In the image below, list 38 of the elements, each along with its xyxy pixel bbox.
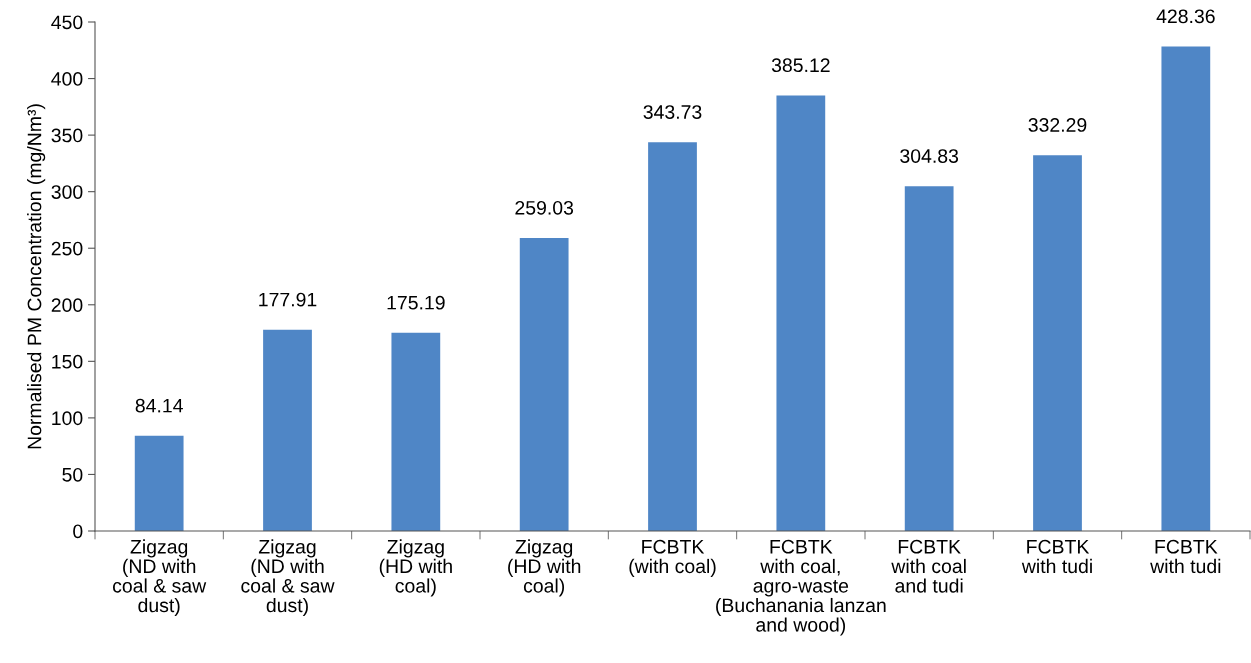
x-tick-label: FCBTK with tudi [1021,539,1092,574]
y-tick-label: 100 [52,411,83,426]
bar [263,329,312,531]
bar [648,142,697,531]
data-label: 259.03 [515,200,574,215]
y-tick-label: 300 [51,185,83,199]
bar [904,186,954,531]
y-tick-label: 250 [51,241,83,256]
x-tick-label: FCBTK with coal, agro-waste (Buchanania lanzan and wood) [716,539,886,636]
x-tick-label: Zigzag (HD with coal) [379,539,452,597]
y-tick-label: 200 [51,298,83,313]
y-tick-label: 400 [51,72,83,86]
bar [1161,46,1211,531]
data-label: 428.36 [1156,9,1215,24]
y-tick-label: 350 [51,128,83,143]
y-tick-label: 150 [52,354,83,369]
bar [1033,155,1082,531]
data-label: 177.91 [259,292,317,307]
y-tick-label: 0 [73,524,83,539]
x-tick-label: Zigzag (HD with coal) [508,539,581,597]
x-tick-label: Zigzag (ND with coal & saw dust) [241,539,335,617]
data-label: 304.83 [900,149,959,163]
data-label: 343.73 [643,105,702,119]
data-label: 332.29 [1028,118,1087,132]
data-label: 385.12 [771,58,830,73]
x-tick-label: FCBTK with coal and tudi [891,539,966,593]
x-tick-label: FCBTK (with coal) [629,539,716,577]
data-label: 84.14 [135,398,183,413]
y-tick-label: 450 [51,15,83,30]
bar [391,332,441,531]
x-tick-label: FCBTK with tudi [1150,539,1221,574]
bar [776,95,826,531]
y-tick-label: 50 [62,467,83,482]
bar [519,238,569,531]
x-tick-label: Zigzag (ND with coal & saw dust) [112,539,207,617]
bar [134,435,184,531]
data-label: 175.19 [387,295,445,310]
y-axis-title: Normalised PM Concentration (mg/Nm³) [27,104,46,449]
